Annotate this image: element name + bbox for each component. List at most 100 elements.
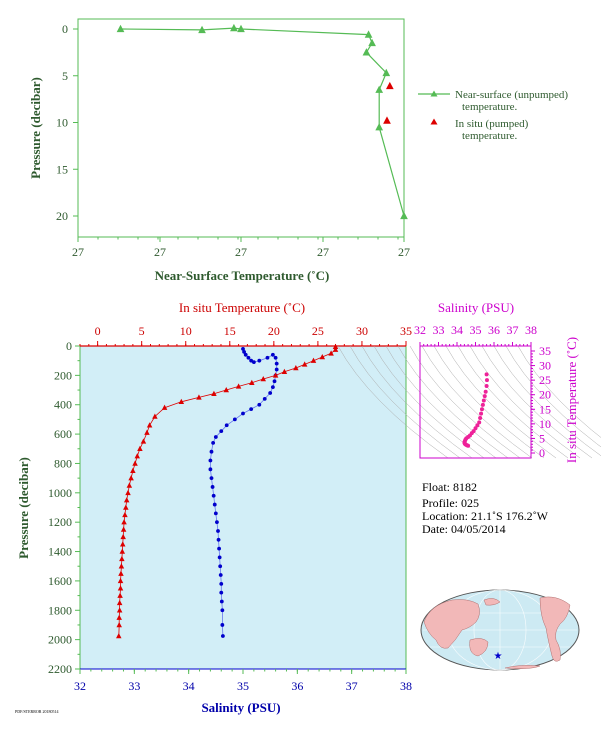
- temperature-point: [319, 354, 326, 360]
- salinity-point: [219, 599, 224, 604]
- salinity-point: [209, 476, 214, 481]
- salinity-point: [257, 358, 262, 363]
- pressure-tick-label: 0: [66, 339, 72, 353]
- near-surface-temperature-line: [120, 27, 405, 217]
- temperature-tick-label: 10: [180, 324, 192, 338]
- salinity-point: [272, 379, 277, 384]
- ts-salinity-tick-label: 33: [433, 323, 445, 337]
- temperature-tick-label: 15: [224, 324, 236, 338]
- top-y-tick-label: 0: [62, 22, 68, 36]
- temperature-tick-label: 35: [400, 324, 412, 338]
- temperature-tick-label: 20: [268, 324, 280, 338]
- top-y-tick-label: 10: [56, 116, 68, 130]
- near-surface-temperature-point: [198, 25, 206, 34]
- salinity-profile-line: [209, 348, 278, 637]
- ts-point: [481, 398, 486, 403]
- salinity-point: [262, 396, 267, 401]
- temperature-point: [211, 390, 217, 396]
- temperature-point: [152, 413, 158, 419]
- temperature-point: [134, 453, 141, 459]
- temperature-point: [328, 350, 334, 356]
- in-situ-pumped-temperature-point: [385, 81, 394, 90]
- near-surface-temperature-point: [375, 122, 384, 131]
- legend-triangle-red: [430, 118, 438, 125]
- top-legend: Near-surface (unpumped) temperature. In …: [418, 89, 568, 142]
- temperature-point: [116, 614, 122, 620]
- top-xlabel: Near-Surface Temperature (˚C): [155, 268, 330, 283]
- temperature-tick-label: 25: [312, 324, 324, 338]
- salinity-axis-title: Salinity (PSU): [201, 700, 280, 715]
- temperature-point: [119, 548, 126, 554]
- temperature-point: [123, 497, 130, 503]
- profile-plot-series: [116, 343, 339, 639]
- top-x-tick-label: 27: [235, 245, 247, 259]
- density-contour: [337, 345, 449, 459]
- top-plot-series: [116, 23, 408, 220]
- pressure-tick-label: 1200: [48, 515, 72, 529]
- top-x-tick-label: 27: [317, 245, 329, 259]
- temperature-point: [260, 376, 267, 382]
- salinity-point: [242, 349, 246, 354]
- temperature-point: [249, 379, 255, 385]
- ts-temperature-tick-label: 0: [539, 446, 545, 460]
- ts-salinity-tick-label: 34: [451, 323, 463, 337]
- temperature-point: [272, 372, 279, 378]
- legend-triangle-green: [430, 90, 438, 97]
- density-contour: [469, 345, 581, 459]
- salinity-point: [232, 417, 237, 422]
- salinity-point: [268, 391, 273, 395]
- info-float: Float: 8182: [422, 480, 477, 494]
- density-contour: [409, 345, 521, 459]
- salinity-point: [211, 493, 216, 498]
- ts-salinity-tick-label: 38: [525, 323, 537, 337]
- ts-point: [484, 372, 489, 377]
- salinity-point: [220, 608, 225, 613]
- salinity-tick-label: 32: [74, 679, 86, 693]
- ts-temperature-tick-label: 5: [539, 431, 545, 445]
- salinity-point: [219, 429, 224, 434]
- temperature-point: [161, 404, 168, 410]
- pressure-tick-label: 600: [54, 427, 72, 441]
- ts-salinity-tick-label: 37: [507, 323, 519, 337]
- salinity-point: [274, 367, 279, 372]
- salinity-point: [219, 590, 224, 595]
- salinity-point: [265, 355, 270, 360]
- ts-point: [478, 416, 483, 421]
- ts-temperature-title: In situ Temperature (˚C): [564, 337, 579, 463]
- temperature-point: [126, 482, 133, 488]
- top-x-tick-label: 27: [398, 245, 410, 259]
- near-surface-temperature-point: [116, 24, 125, 33]
- salinity-point: [218, 573, 223, 577]
- salinity-point: [216, 529, 220, 533]
- temperature-point: [310, 357, 317, 363]
- ts-density-contours: [337, 345, 601, 459]
- temperature-point: [120, 533, 126, 540]
- legend-label-2b: temperature.: [462, 130, 518, 142]
- pressure-tick-label: 2000: [48, 633, 72, 647]
- ts-plot-series: [462, 372, 489, 448]
- ts-point: [480, 402, 485, 407]
- salinity-point: [224, 423, 229, 428]
- temperature-point: [128, 475, 134, 481]
- temperature-point: [293, 365, 299, 371]
- ts-plot-background: [420, 346, 531, 458]
- near-surface-temperature-point: [364, 30, 373, 38]
- temperature-point: [116, 599, 123, 606]
- in-situ-pumped-temperature-point: [383, 116, 391, 124]
- salinity-point: [215, 520, 219, 525]
- ts-point: [484, 378, 489, 383]
- ts-salinity-tick-label: 32: [414, 323, 426, 337]
- temperature-tick-label: 5: [139, 324, 145, 338]
- salinity-tick-label: 38: [400, 679, 412, 693]
- ts-point: [484, 383, 489, 388]
- temperature-point: [223, 387, 230, 393]
- salinity-point: [273, 355, 278, 360]
- ts-salinity-tick-label: 35: [470, 323, 482, 337]
- salinity-tick-label: 34: [183, 679, 195, 693]
- ts-point: [479, 411, 484, 416]
- salinity-point: [219, 581, 224, 586]
- profile-plot-background: [80, 346, 406, 669]
- ts-temperature-tick-label: 20: [539, 388, 551, 402]
- temperature-point: [120, 526, 127, 532]
